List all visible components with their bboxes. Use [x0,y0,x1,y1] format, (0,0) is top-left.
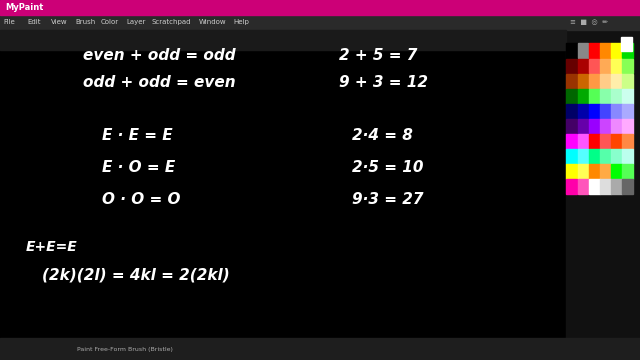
Bar [578,134,589,149]
Bar [566,15,640,30]
Bar [566,58,577,73]
Text: 2·4 = 8: 2·4 = 8 [352,127,413,143]
Bar [0,30,566,50]
Bar [600,179,611,194]
Text: Color: Color [101,19,119,25]
Bar [0,50,566,338]
Bar [589,164,600,179]
Text: Window: Window [198,19,226,25]
Bar [600,164,611,179]
Bar [566,134,577,149]
Text: View: View [51,19,68,25]
Bar [578,58,589,73]
Bar [600,149,611,164]
Bar [622,43,634,58]
Bar [622,89,634,104]
Bar [566,74,577,89]
Bar [0,338,640,360]
Bar [566,0,640,360]
Bar [611,74,622,89]
Text: E · E = E: E · E = E [102,127,173,143]
Bar [600,104,611,119]
Bar [566,179,577,194]
Bar [611,89,622,104]
Bar [566,43,577,58]
Bar [600,74,611,89]
Bar [578,89,589,104]
Bar [589,149,600,164]
Bar [622,74,634,89]
Text: O · O = O: O · O = O [102,192,181,207]
Text: 9·3 = 27: 9·3 = 27 [352,192,424,207]
Text: 2 + 5 = 7: 2 + 5 = 7 [339,48,417,63]
Bar [578,104,589,119]
Text: Paint Free-Form Brush (Bristle): Paint Free-Form Brush (Bristle) [77,347,173,352]
Bar [621,37,632,51]
Bar [611,119,622,134]
Text: even + odd = odd: even + odd = odd [83,48,236,63]
Text: Edit: Edit [27,19,40,25]
Bar [611,149,622,164]
Bar [589,179,600,194]
Bar [566,164,577,179]
Bar [622,164,634,179]
Bar [611,164,622,179]
Text: odd + odd = even: odd + odd = even [83,75,236,90]
Text: Brush: Brush [75,19,95,25]
Text: E+E=E: E+E=E [26,240,77,253]
Text: Scratchpad: Scratchpad [152,19,191,25]
Bar [589,134,600,149]
Text: MyPaint: MyPaint [5,3,44,12]
Bar [600,89,611,104]
Bar [578,179,589,194]
Bar [578,119,589,134]
Text: File: File [3,19,15,25]
Bar [622,149,634,164]
Bar [578,74,589,89]
Bar [622,119,634,134]
Bar [611,58,622,73]
Bar [600,134,611,149]
Bar [589,58,600,73]
Bar [0,0,640,15]
Bar [578,149,589,164]
Text: E · O = E: E · O = E [102,160,175,175]
Bar [600,119,611,134]
Bar [622,179,634,194]
Bar [566,89,577,104]
Bar [589,119,600,134]
Bar [622,104,634,119]
Text: 9 + 3 = 12: 9 + 3 = 12 [339,75,428,90]
Bar [589,74,600,89]
Text: Layer: Layer [127,19,146,25]
Bar [566,149,577,164]
Bar [611,43,622,58]
Bar [611,104,622,119]
Text: Help: Help [234,19,250,25]
Bar [566,119,577,134]
Bar [611,134,622,149]
Bar [611,179,622,194]
Bar [578,43,589,58]
Bar [566,104,577,119]
Bar [600,58,611,73]
Bar [578,164,589,179]
Bar [589,43,600,58]
Bar [622,134,634,149]
Bar [600,43,611,58]
Text: ≡  ■  ◎  ✏: ≡ ■ ◎ ✏ [570,19,607,25]
Bar [622,58,634,73]
Bar [0,15,566,30]
Text: 2·5 = 10: 2·5 = 10 [352,160,424,175]
Text: (2k)(2l) = 4kl = 2(2kl): (2k)(2l) = 4kl = 2(2kl) [42,268,229,283]
Bar [589,104,600,119]
Bar [589,89,600,104]
